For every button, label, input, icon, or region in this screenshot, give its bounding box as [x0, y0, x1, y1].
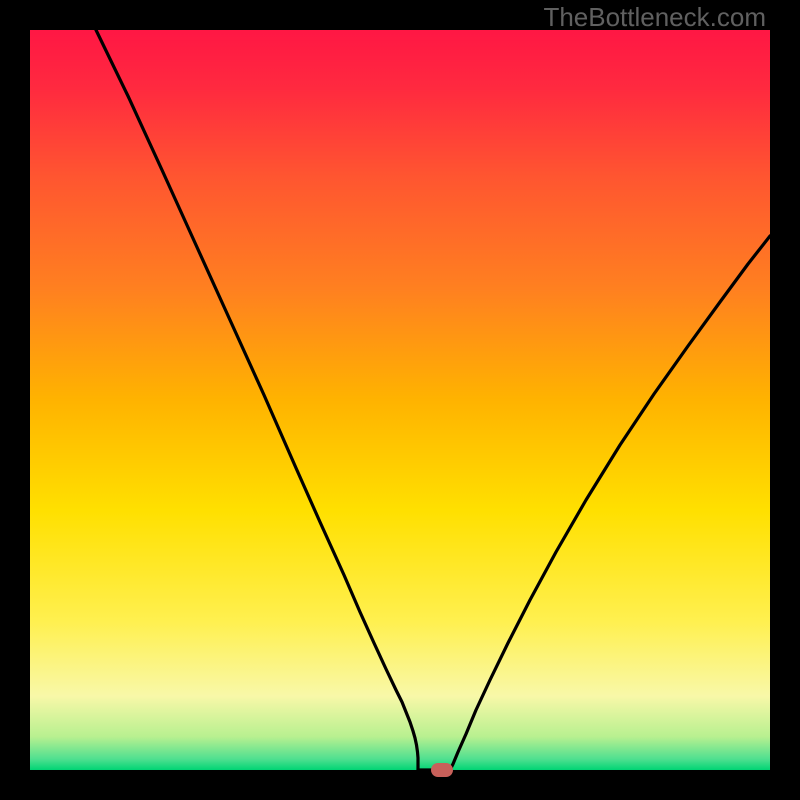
bottleneck-curve: [0, 0, 800, 800]
watermark-text: TheBottleneck.com: [543, 2, 766, 33]
optimal-point-marker: [431, 763, 453, 777]
chart-frame: TheBottleneck.com: [0, 0, 800, 800]
